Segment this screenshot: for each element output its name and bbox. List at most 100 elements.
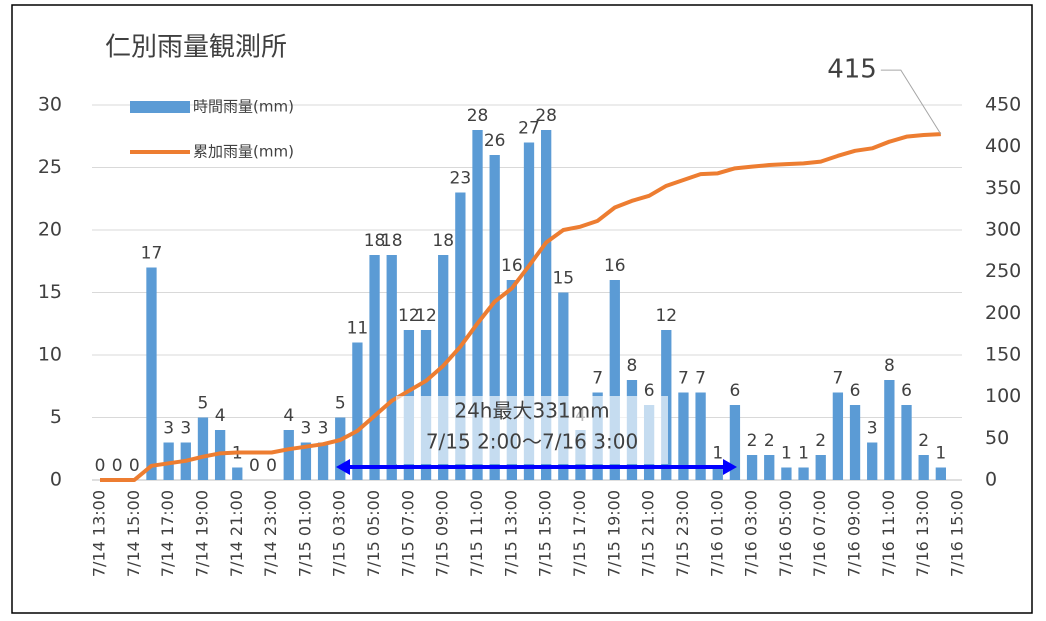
data-label: 3 bbox=[180, 419, 191, 439]
data-label: 28 bbox=[535, 106, 557, 126]
data-label: 0 bbox=[266, 456, 277, 476]
y2-tick-label: 450 bbox=[985, 94, 1021, 116]
data-label: 18 bbox=[364, 231, 386, 251]
x-tick-label: 7/15 07:00 bbox=[398, 490, 417, 577]
data-label: 7 bbox=[678, 369, 689, 389]
x-tick-label: 7/16 13:00 bbox=[913, 490, 932, 577]
x-tick-label: 7/15 17:00 bbox=[570, 490, 589, 577]
data-label: 12 bbox=[415, 306, 437, 326]
line bbox=[100, 132, 941, 482]
x-tick-label: 7/15 01:00 bbox=[295, 490, 314, 577]
bar bbox=[695, 392, 706, 480]
data-label: 12 bbox=[655, 306, 677, 326]
data-label: 2 bbox=[815, 431, 826, 451]
x-tick-label: 7/15 09:00 bbox=[433, 490, 452, 577]
x-tick-label: 7/15 13:00 bbox=[501, 490, 520, 577]
data-label: 0 bbox=[249, 456, 260, 476]
bar bbox=[729, 405, 741, 480]
leader-line bbox=[880, 69, 942, 135]
y2-tick-label: 300 bbox=[985, 219, 1021, 241]
data-label: 3 bbox=[867, 419, 878, 439]
bar bbox=[506, 280, 517, 480]
y-tick-label: 0 bbox=[50, 469, 62, 491]
x-tick-label: 7/16 11:00 bbox=[879, 490, 898, 577]
data-label: 15 bbox=[552, 269, 574, 289]
x-tick-label: 7/16 07:00 bbox=[810, 490, 829, 577]
x-tick-label: 7/16 15:00 bbox=[948, 490, 967, 577]
y2-tick-label: 50 bbox=[985, 427, 1009, 449]
x-tick-label: 7/14 17:00 bbox=[158, 490, 177, 577]
data-label: 3 bbox=[163, 419, 174, 439]
data-label: 1 bbox=[935, 444, 946, 464]
data-label: 7 bbox=[592, 369, 603, 389]
y2-tick-label: 400 bbox=[985, 135, 1021, 157]
data-label: 4 bbox=[215, 406, 226, 426]
y-tick-label: 15 bbox=[38, 281, 62, 303]
bar bbox=[300, 442, 312, 480]
data-label: 8 bbox=[884, 356, 895, 376]
data-label: 6 bbox=[644, 381, 655, 401]
x-tick-label: 7/16 05:00 bbox=[776, 490, 795, 577]
legend-swatch bbox=[130, 101, 190, 113]
data-label: 23 bbox=[450, 169, 472, 189]
bar bbox=[678, 392, 689, 480]
y-tick-label: 5 bbox=[50, 406, 62, 428]
data-label: 7 bbox=[832, 369, 843, 389]
data-label: 1 bbox=[712, 444, 723, 464]
bar bbox=[455, 192, 466, 480]
bar bbox=[798, 467, 809, 480]
bar bbox=[746, 455, 758, 480]
data-label: 7 bbox=[695, 369, 706, 389]
bar bbox=[832, 392, 844, 480]
data-label: 11 bbox=[347, 319, 369, 339]
bar bbox=[386, 255, 397, 480]
x-tick-label: 7/14 13:00 bbox=[90, 490, 109, 577]
bar bbox=[712, 467, 723, 480]
data-label: 5 bbox=[335, 394, 346, 414]
bar bbox=[489, 155, 500, 480]
data-label: 2 bbox=[764, 431, 775, 451]
y2-tick-label: 150 bbox=[985, 344, 1021, 366]
x-tick-label: 7/14 15:00 bbox=[124, 490, 143, 577]
y2-tick-label: 200 bbox=[985, 302, 1021, 324]
data-label: 415 bbox=[827, 55, 877, 85]
data-label: 26 bbox=[484, 131, 506, 151]
data-label: 16 bbox=[501, 256, 523, 276]
data-label: 17 bbox=[141, 244, 163, 264]
legend-label: 時間雨量(mm) bbox=[193, 98, 294, 116]
bar bbox=[369, 255, 380, 480]
x-tick-label: 7/15 05:00 bbox=[364, 490, 383, 577]
data-label: 1 bbox=[781, 444, 792, 464]
y-tick-label: 10 bbox=[38, 344, 62, 366]
x-tick-label: 7/14 21:00 bbox=[227, 490, 246, 577]
x-tick-label: 7/15 19:00 bbox=[604, 490, 623, 577]
annotation-bg bbox=[396, 396, 668, 464]
data-label: 18 bbox=[381, 231, 403, 251]
bar bbox=[849, 405, 861, 480]
data-label: 6 bbox=[901, 381, 912, 401]
data-label: 3 bbox=[318, 419, 329, 439]
data-label: 6 bbox=[850, 381, 861, 401]
y2-tick-label: 350 bbox=[985, 177, 1021, 199]
data-label: 2 bbox=[918, 431, 929, 451]
x-tick-label: 7/14 23:00 bbox=[261, 490, 280, 577]
bar bbox=[317, 442, 329, 480]
data-label: 2 bbox=[747, 431, 758, 451]
bar bbox=[884, 380, 895, 480]
legend-label: 累加雨量(mm) bbox=[193, 143, 294, 161]
y2-tick-label: 250 bbox=[985, 260, 1021, 282]
y2-tick-label: 0 bbox=[985, 469, 997, 491]
x-tick-label: 7/16 03:00 bbox=[742, 490, 761, 577]
bar bbox=[541, 130, 552, 480]
y-tick-label: 30 bbox=[38, 94, 62, 116]
bar bbox=[283, 430, 294, 480]
chart-title: 仁別雨量観測所 bbox=[105, 33, 287, 63]
annotation: 24h最大331mm bbox=[454, 399, 609, 423]
data-label: 1 bbox=[798, 444, 809, 464]
arrow-head bbox=[336, 459, 350, 475]
x-tick-label: 7/16 01:00 bbox=[707, 490, 726, 577]
data-label: 5 bbox=[198, 394, 209, 414]
x-tick-label: 7/15 11:00 bbox=[467, 490, 486, 577]
x-tick-label: 7/15 21:00 bbox=[639, 490, 658, 577]
